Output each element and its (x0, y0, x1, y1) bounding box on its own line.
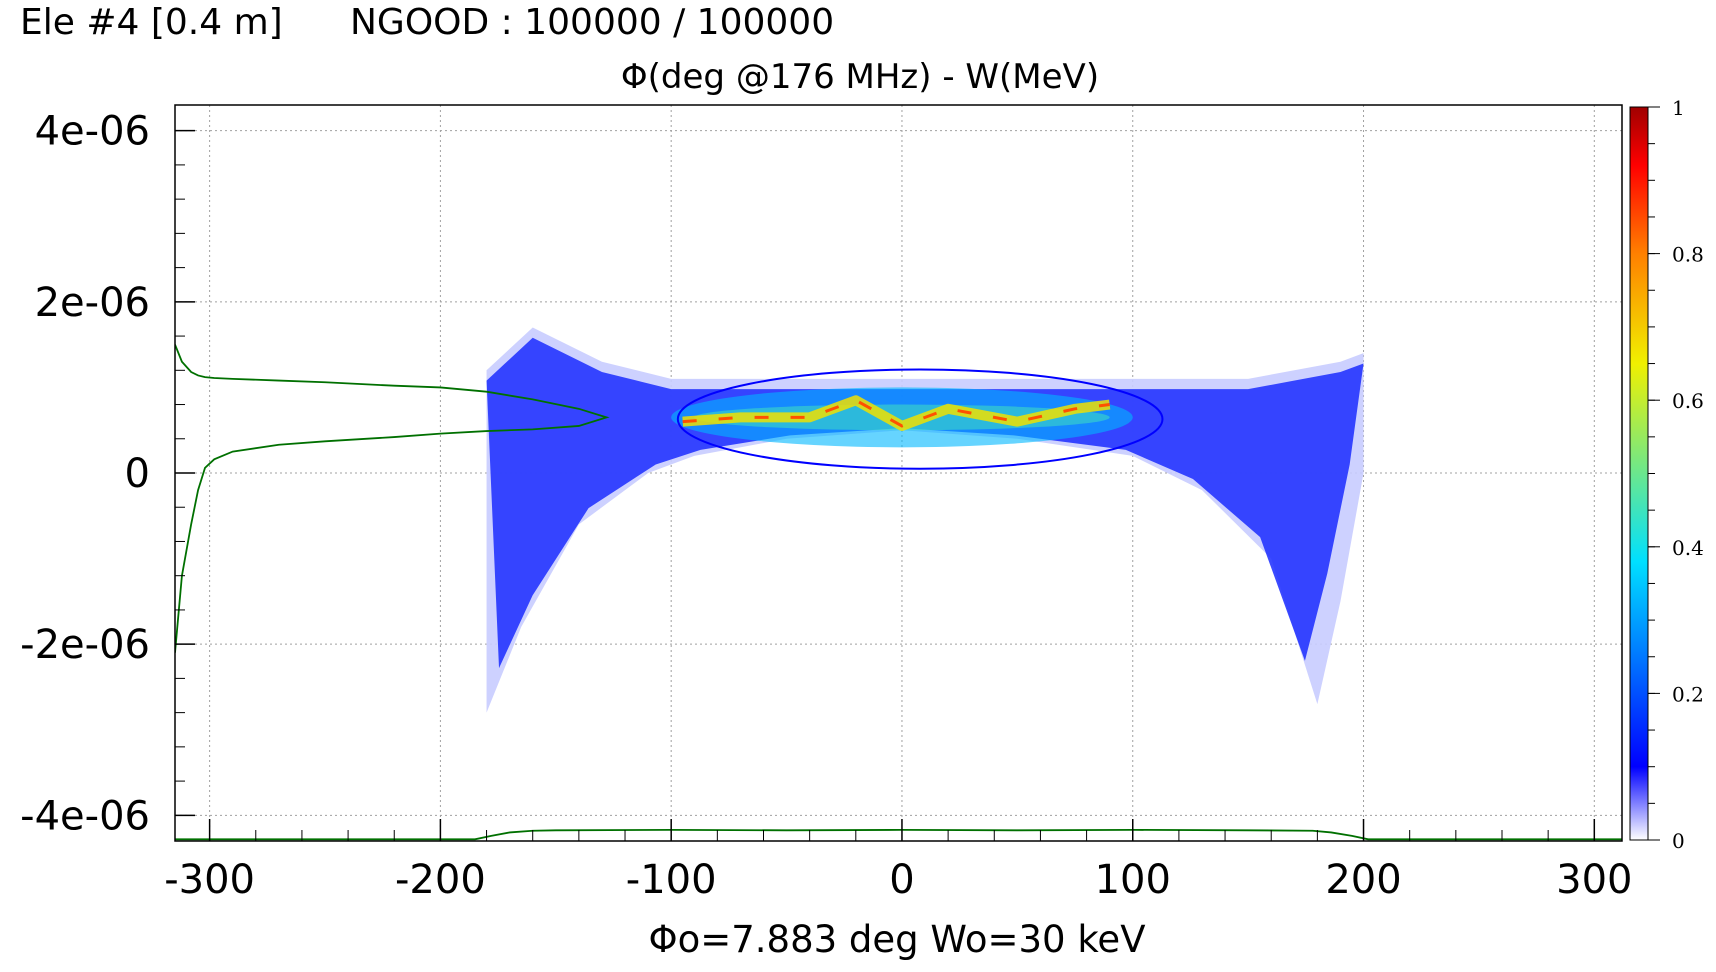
x-tick-label: 0 (889, 857, 914, 903)
x-tick-label: 100 (1095, 857, 1171, 903)
colorbar-tick-label: 0.6 (1672, 389, 1704, 413)
y-tick-label: 2e-06 (35, 280, 150, 326)
x-tick-label: -200 (395, 857, 486, 903)
y-tick-label: -2e-06 (20, 622, 150, 668)
colorbar-tick-label: 1 (1672, 96, 1685, 120)
colorbar-tick-label: 0.2 (1672, 682, 1704, 706)
y-tick-label: 4e-06 (35, 109, 150, 155)
energy-projection-line (175, 344, 610, 653)
density-cloud (486, 327, 1364, 713)
chart-title: Φ(deg @176 MHz) - W(MeV) (621, 57, 1099, 97)
x-tick-label: -300 (164, 857, 255, 903)
colorbar-tick-label: 0 (1672, 829, 1685, 853)
colorbar (1629, 106, 1649, 841)
axes: -300 -200 -100 0 100 200 300 -4e-06 -2e-06 0 2e-06… (20, 109, 1632, 903)
x-tick-label: -100 (626, 857, 717, 903)
colorbar-tick-label: 0.4 (1672, 536, 1704, 560)
y-tick-label: -4e-06 (20, 793, 150, 839)
x-axis-label: Φo=7.883 deg Wo=30 keV (648, 918, 1145, 961)
y-tick-label: 0 (125, 451, 150, 497)
cloud-ridge-peak (682, 398, 1110, 428)
plot-area (175, 105, 1622, 841)
grid-layer (175, 105, 1622, 841)
colorbar-axis: 0 0.2 0.4 0.6 0.8 1 (1648, 96, 1704, 853)
emittance-ellipse (676, 368, 1164, 470)
x-tick-label: 300 (1556, 857, 1632, 903)
x-tick-label: 200 (1325, 857, 1401, 903)
ngood-label: NGOOD : 100000 / 100000 (350, 2, 834, 43)
colorbar-tick-label: 0.8 (1672, 243, 1704, 267)
element-label: Ele #4 [0.4 m] (20, 2, 283, 43)
